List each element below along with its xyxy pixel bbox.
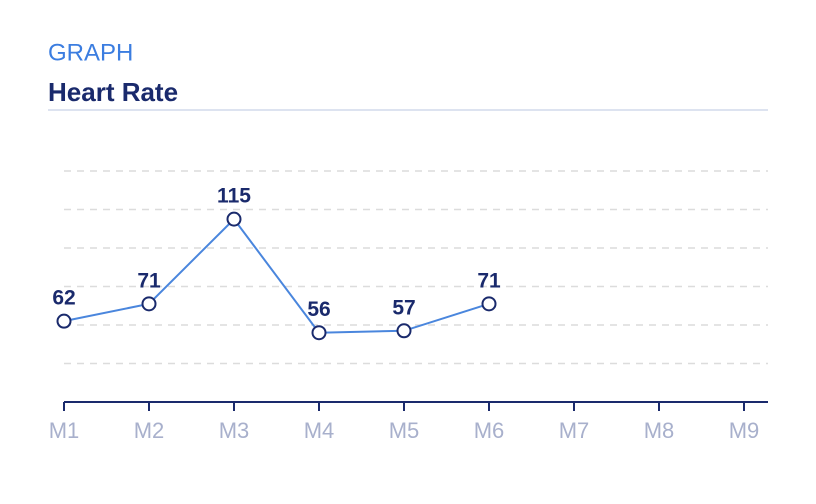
x-tick-label: M2: [134, 418, 165, 443]
line: [63, 217, 490, 334]
point: [56, 313, 72, 329]
data-label: 71: [137, 269, 161, 292]
x-tick-label: M8: [644, 418, 675, 443]
data-label: 56: [307, 298, 330, 321]
x-tick-label: M9: [729, 418, 760, 443]
x-tick-label: M6: [474, 418, 505, 443]
x-tick-label: M1: [49, 418, 80, 443]
x-tick-label: M5: [389, 418, 420, 443]
point: [311, 325, 327, 341]
data-label: 115: [217, 185, 251, 208]
data-label: 57: [392, 296, 415, 319]
data-label: 62: [52, 287, 75, 310]
x-tick-label: M3: [219, 418, 250, 443]
point: [141, 296, 157, 312]
point: [226, 211, 242, 227]
point: [481, 296, 497, 312]
kicker: GRAPH: [48, 39, 133, 66]
data-label: 71: [477, 269, 501, 292]
chart-title: Heart Rate: [48, 77, 178, 107]
x-tick-label: M4: [304, 418, 335, 443]
point: [396, 323, 412, 339]
x-tick-label: M7: [559, 418, 590, 443]
